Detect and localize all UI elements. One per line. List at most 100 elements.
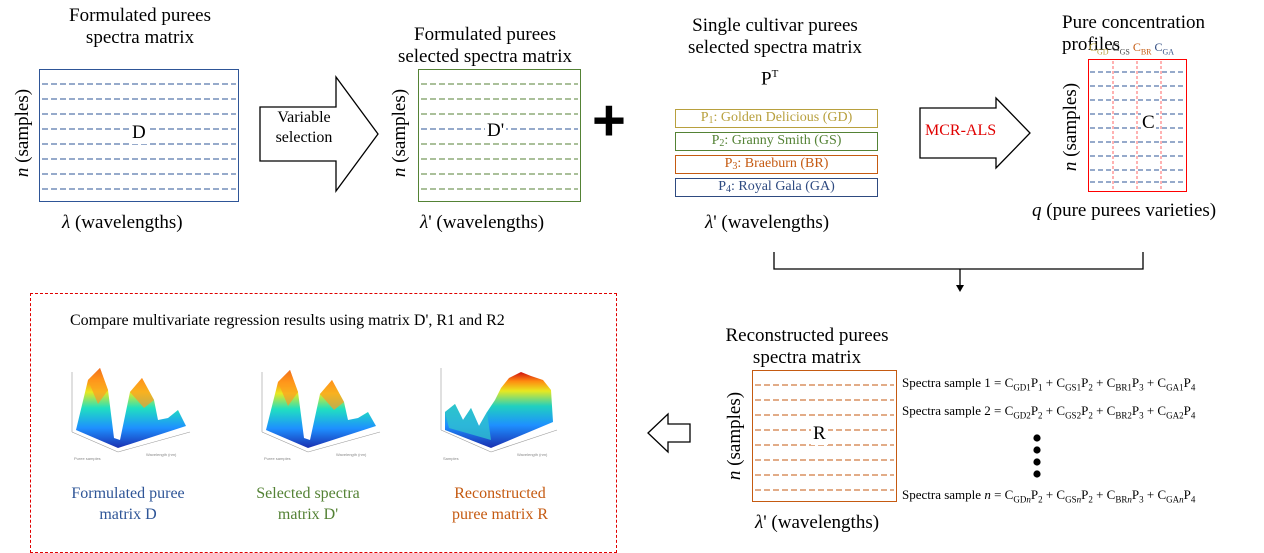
- eqn-prefix-n: n: [984, 487, 991, 502]
- eq-c: C: [1056, 403, 1066, 418]
- d-matrix-title-line2: spectra matrix: [85, 27, 195, 48]
- compare-caption-line1: Formulated puree: [71, 485, 185, 502]
- pt-profile-symbol: P: [718, 179, 726, 194]
- svg-text:Wavelength (nm): Wavelength (nm): [146, 452, 177, 457]
- eq-p: P: [1183, 375, 1191, 390]
- eq-c-sub: GSn: [1065, 494, 1082, 505]
- eq-plus: +: [1042, 487, 1057, 502]
- eq-c: C: [1106, 487, 1116, 502]
- left-arrow: [647, 412, 691, 454]
- eq-plus: +: [1092, 375, 1107, 390]
- d-matrix-cols-italic: λ: [62, 212, 71, 233]
- surface-plot-dprime: Puree samples Wavelength (nm): [261, 370, 381, 461]
- d-matrix-cols-rest: (wavelengths): [74, 212, 183, 233]
- eq-p: P: [1183, 403, 1191, 418]
- c-matrix-columns: CGD CGS CBR CGA: [1089, 40, 1177, 56]
- eq-c-sub: GS1: [1065, 382, 1082, 393]
- dprime-matrix-rows: [421, 83, 578, 190]
- pt-profile-name: : Braeburn (BR): [737, 156, 829, 171]
- eq-c: C: [1106, 375, 1116, 390]
- c-matrix-rows-rest: (samples): [1060, 82, 1081, 157]
- pt-profile-sub: 3: [732, 161, 738, 172]
- eq-plus: +: [1143, 375, 1158, 390]
- pt-symbol-sup: T: [771, 68, 779, 80]
- eq-p-sub: 4: [1190, 494, 1196, 505]
- eq-p: P: [1131, 487, 1140, 502]
- eq-c: C: [1056, 487, 1066, 502]
- svg-text:Samples: Samples: [443, 456, 459, 461]
- mcr-als-arrow: [919, 96, 1031, 170]
- pt-profile-symbol: P: [724, 156, 733, 171]
- eq-p-sub: 3: [1139, 410, 1144, 421]
- r-matrix: R: [752, 370, 897, 502]
- r-matrix-title-line2: spectra matrix: [752, 347, 862, 368]
- eq-c: C: [1157, 375, 1167, 390]
- eq-p-sub: 1: [1038, 382, 1043, 393]
- compare-caption-line1: Reconstructed: [454, 485, 546, 502]
- eq-p-sub: 4: [1190, 410, 1196, 421]
- eqn-terms: CGDnP2 + CGSnP2 + CBRnP3 + CGAnP4: [1005, 487, 1196, 505]
- eq-c: C: [1056, 375, 1066, 390]
- eq-c-sub-n: n: [1076, 494, 1082, 505]
- compare-caption-line2: matrix D': [277, 506, 339, 523]
- variable-selection-line1: Variable: [277, 109, 331, 126]
- d-matrix-cols-label: λ (wavelengths): [62, 212, 183, 234]
- c-matrix-cols-label: q (pure purees varieties): [1032, 200, 1216, 222]
- dprime-matrix-title-line2: selected spectra matrix: [397, 46, 573, 67]
- c-matrix-rows-label: n (samples): [1060, 72, 1082, 182]
- pt-symbol: P: [761, 68, 772, 90]
- pt-profile-sub: 4: [725, 184, 731, 195]
- c-matrix: C: [1088, 59, 1187, 192]
- eq-c-sub: GDn: [1013, 494, 1031, 505]
- c-column-label: CGS: [1112, 40, 1130, 56]
- d-matrix-rows-italic: n: [12, 167, 33, 178]
- dprime-matrix-letter: D': [485, 120, 507, 142]
- eq-p-sub: 2: [1038, 494, 1043, 505]
- eq-p: P: [1081, 403, 1089, 418]
- pt-profile-1: P1: Golden Delicious (GD): [675, 109, 878, 128]
- dprime-matrix-rows-rest: (samples): [389, 88, 410, 163]
- eq-p: P: [1081, 375, 1089, 390]
- eq-plus: +: [1042, 403, 1057, 418]
- dprime-matrix-title-line1: Formulated purees: [414, 24, 556, 45]
- d-matrix-rows-label: n (samples): [12, 78, 34, 188]
- equation-sample-1: Spectra sample 1 = CGD1P1 + CGS1P2 + CBR…: [902, 375, 1195, 393]
- compare-caption-line2: puree matrix R: [452, 506, 548, 523]
- d-matrix: D: [39, 69, 239, 202]
- eq-plus: +: [1092, 403, 1107, 418]
- eq-p: P: [1030, 403, 1039, 418]
- svg-text:Wavelength (nm): Wavelength (nm): [517, 452, 548, 457]
- pt-profile-sub: 2: [719, 138, 725, 149]
- eqn-prefix-a: Spectra sample: [902, 487, 985, 502]
- svg-text:Puree samples: Puree samples: [264, 456, 291, 461]
- c-column-symbol: C: [1132, 40, 1141, 54]
- r-matrix-cols-label: λ' (wavelengths): [755, 512, 879, 534]
- pt-profile-2: P2: Granny Smith (GS): [675, 132, 878, 151]
- pt-profile-symbol: P: [711, 133, 720, 148]
- pt-matrix-cols-label: λ' (wavelengths): [705, 212, 829, 234]
- eqn-prefix-b: =: [990, 487, 1005, 502]
- dprime-matrix: D': [418, 69, 581, 202]
- eq-c-sub: GAn: [1166, 494, 1184, 505]
- variable-selection-label: Variable selection: [262, 108, 346, 148]
- variable-selection-arrow: [259, 75, 379, 193]
- eq-c-sub: BR2: [1115, 410, 1132, 421]
- dprime-matrix-cols-italic: λ: [420, 212, 429, 233]
- r-matrix-cols-rest: ' (wavelengths): [763, 512, 880, 533]
- mcr-als-label: MCR-ALS: [925, 122, 997, 139]
- eq-plus: +: [1042, 375, 1057, 390]
- compare-caption-2: Selected spectra matrix D': [228, 483, 388, 525]
- pt-matrix-title: Single cultivar purees selected spectra …: [660, 15, 890, 59]
- eq-c: C: [1004, 403, 1014, 418]
- d-matrix-rows: [42, 83, 236, 190]
- dprime-matrix-title: Formulated purees selected spectra matri…: [375, 24, 595, 68]
- d-matrix-rows-rest: (samples): [12, 88, 33, 163]
- c-column-label: CGD: [1089, 40, 1109, 57]
- eq-p-sub: 3: [1139, 494, 1144, 505]
- c-column-sub: GD: [1097, 47, 1109, 57]
- eq-c-sub: GA1: [1166, 382, 1184, 393]
- eq-p-sub: 2: [1038, 410, 1043, 421]
- eq-p: P: [1030, 487, 1039, 502]
- pt-profile-symbol: P: [700, 110, 709, 125]
- eq-c-sub: GD2: [1013, 410, 1031, 421]
